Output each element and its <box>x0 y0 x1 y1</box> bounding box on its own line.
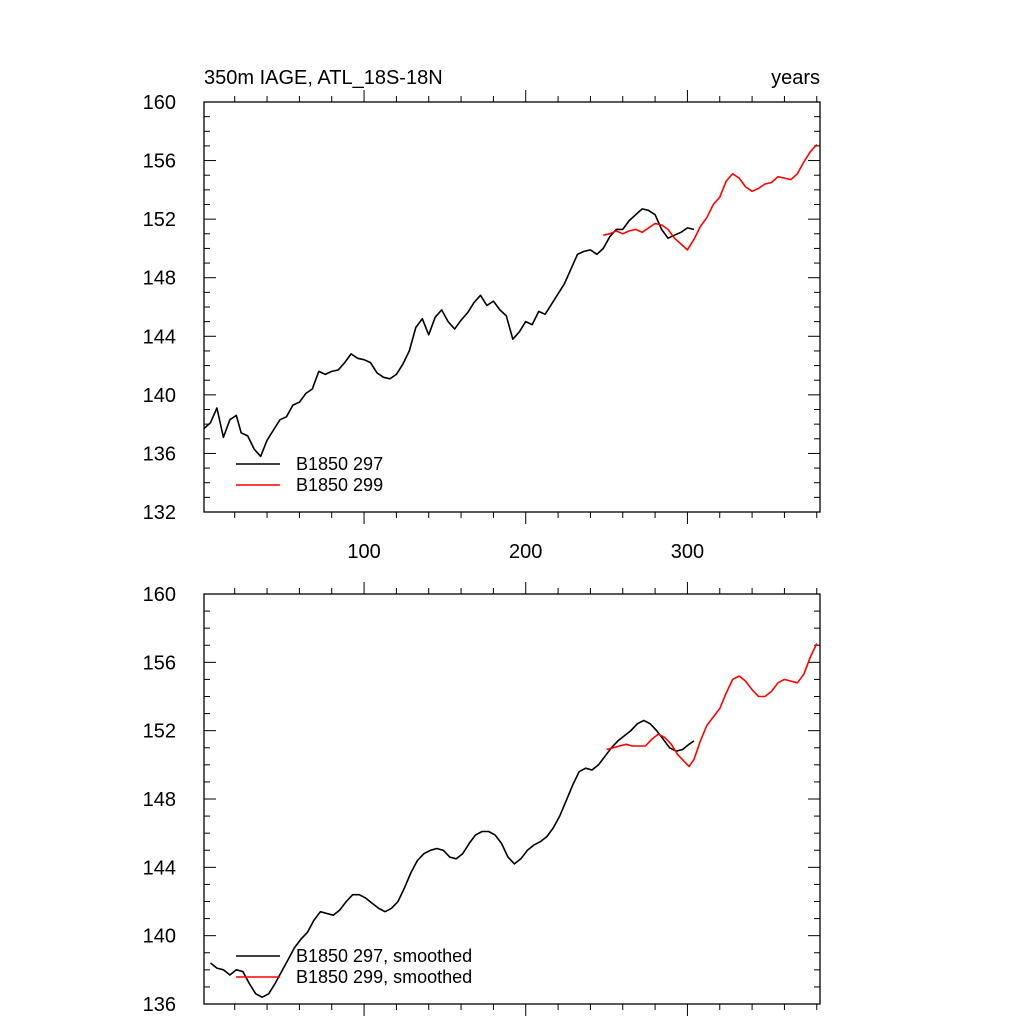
y-tick-label: 156 <box>143 151 176 173</box>
series-line <box>603 143 818 251</box>
x-tick-label: 200 <box>509 541 542 563</box>
y-tick-label: 140 <box>143 926 176 948</box>
y-tick-label: 136 <box>143 994 176 1016</box>
legend-label: B1850 299, smoothed <box>296 967 472 987</box>
bottom-panel-series <box>210 643 818 998</box>
top-panel-title: 350m IAGE, ATL_18S-18N <box>204 67 443 89</box>
y-tick-label: 152 <box>143 209 176 231</box>
y-tick-label: 152 <box>143 721 176 743</box>
y-tick-label: 148 <box>143 789 176 811</box>
x-tick-label: 100 <box>347 541 380 563</box>
top-panel-frame <box>203 101 821 513</box>
top-panel-units: years <box>771 67 820 89</box>
y-tick-label: 160 <box>143 92 176 114</box>
y-tick-label: 132 <box>143 502 176 524</box>
bottom-panel-ticks: 136 140 144 148 152 156 160 <box>143 582 820 1016</box>
legend-label: B1850 297 <box>296 454 383 474</box>
y-tick-label: 148 <box>143 268 176 290</box>
y-tick-label: 136 <box>143 443 176 465</box>
bottom-panel: 136 140 144 148 152 156 160 B1850 297, smoothe… <box>143 582 821 1016</box>
y-tick-label: 144 <box>143 857 176 879</box>
legend-label: B1850 299 <box>296 475 383 495</box>
top-panel-series <box>203 143 818 458</box>
series-line <box>606 643 818 768</box>
series-line <box>203 208 695 458</box>
y-tick-label: 144 <box>143 326 176 348</box>
y-tick-label: 140 <box>143 385 176 407</box>
top-panel-ticks: 132 136 140 144 148 152 156 160 100 200 300 <box>143 90 820 563</box>
bottom-panel-frame <box>203 593 821 1005</box>
top-panel: 350m IAGE, ATL_18S-18N years 132 136 140 14… <box>143 67 821 563</box>
y-tick-label: 156 <box>143 652 176 674</box>
legend-label: B1850 297, smoothed <box>296 946 472 966</box>
y-tick-label: 160 <box>143 584 176 606</box>
x-tick-label: 300 <box>671 541 704 563</box>
series-line <box>210 719 695 998</box>
